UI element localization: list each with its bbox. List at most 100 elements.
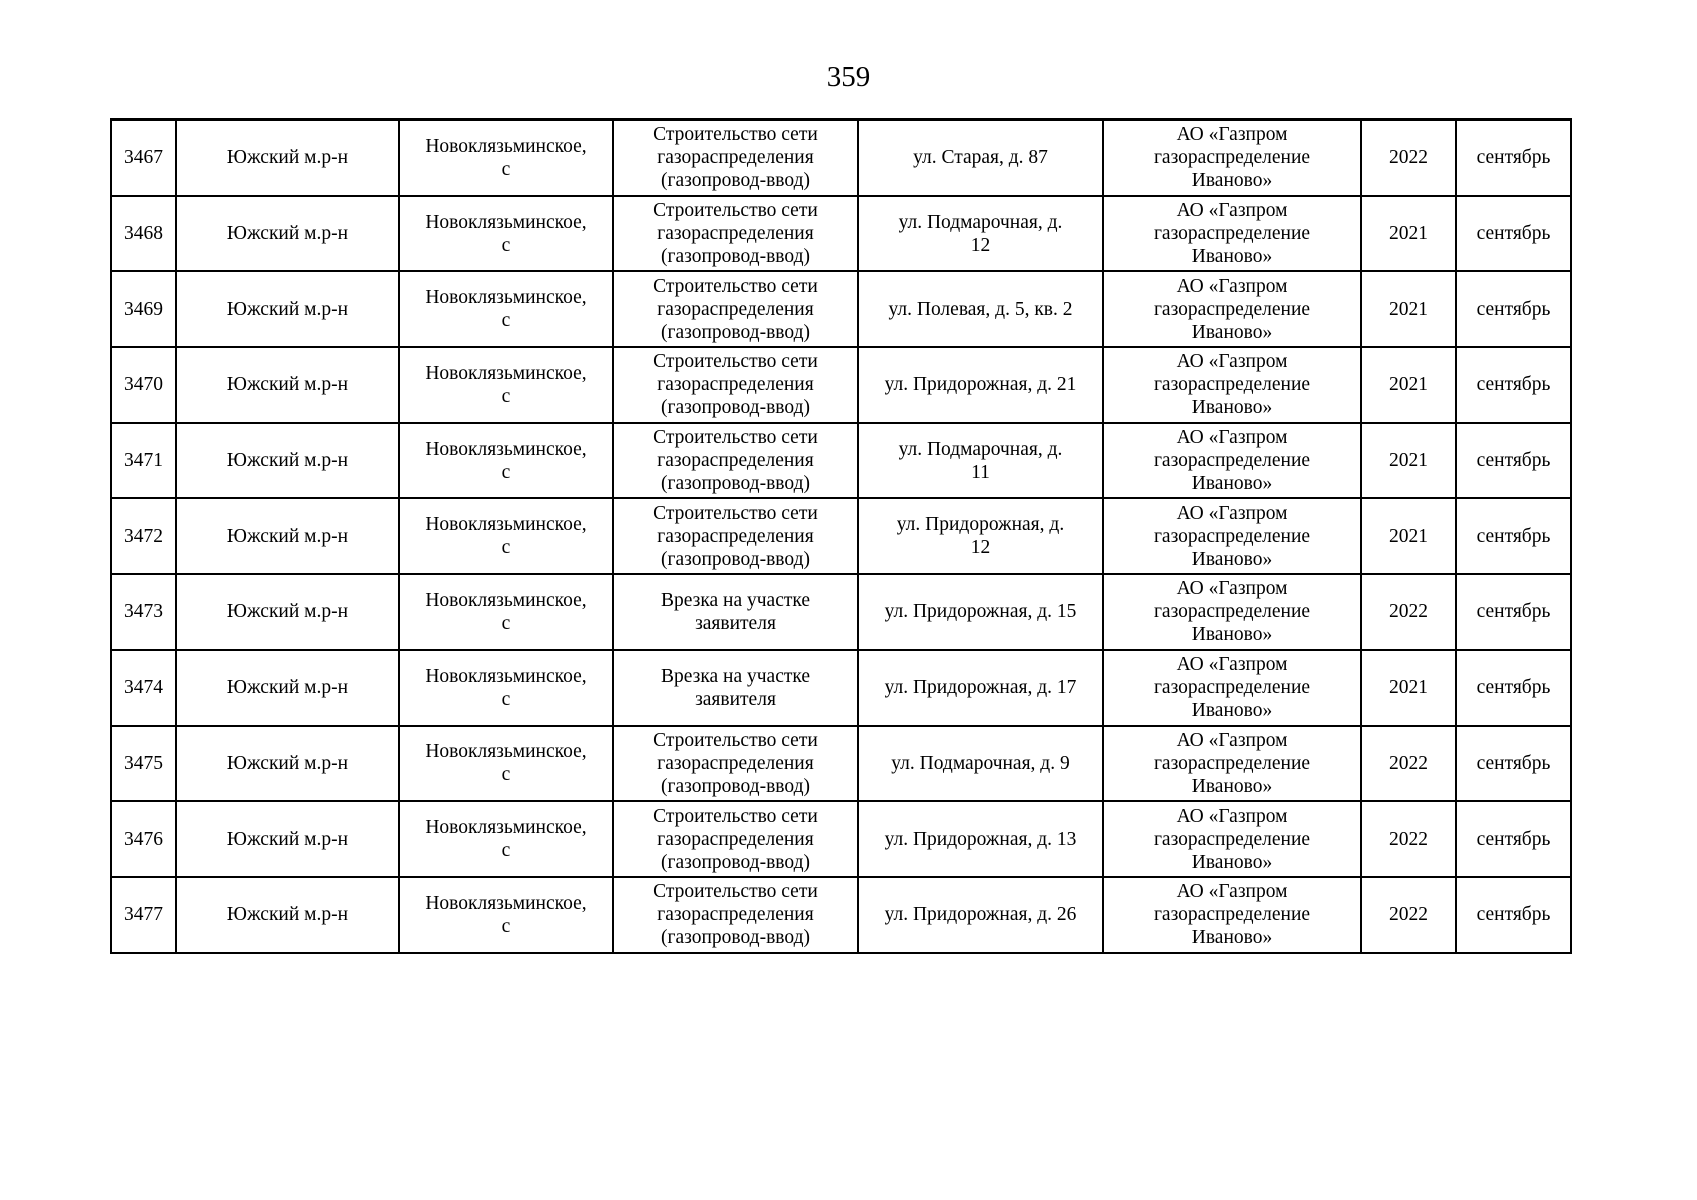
table-row: 3473 Южский м.р-н Новоклязьминское, с Вр… — [110, 573, 1572, 651]
cell-district: Южский м.р-н — [175, 118, 400, 197]
cell-work-type: Строительство сети газораспределения (га… — [612, 497, 859, 576]
cell-district: Южский м.р-н — [175, 270, 400, 349]
cell-number: 3476 — [110, 800, 177, 878]
cell-year: 2022 — [1360, 800, 1457, 878]
cell-work-type: Строительство сети газораспределения (га… — [612, 118, 859, 197]
cell-organization: АО «Газпром газораспределение Иваново» — [1102, 573, 1362, 651]
cell-work-type: Строительство сети газораспределения (га… — [612, 270, 859, 349]
page-number: 359 — [826, 61, 871, 93]
cell-work-type: Строительство сети газораспределения (га… — [612, 724, 859, 803]
cell-organization: АО «Газпром газораспределение Иваново» — [1102, 724, 1362, 803]
cell-month: сентябрь — [1455, 497, 1572, 576]
cell-month: сентябрь — [1455, 421, 1572, 500]
cell-work-type: Строительство сети газораспределения (га… — [612, 421, 859, 500]
cell-organization: АО «Газпром газораспределение Иваново» — [1102, 194, 1362, 273]
cell-year: 2022 — [1360, 724, 1457, 803]
cell-district: Южский м.р-н — [175, 648, 400, 727]
cell-settlement: Новоклязьминское, с — [398, 800, 614, 878]
cell-work-type: Врезка на участке заявителя — [612, 648, 859, 727]
cell-number: 3471 — [110, 421, 177, 500]
cell-month: сентябрь — [1455, 118, 1572, 197]
cell-number: 3468 — [110, 194, 177, 273]
cell-year: 2021 — [1360, 421, 1457, 500]
cell-address: ул. Придорожная, д. 21 — [857, 346, 1104, 424]
table-row: 3471 Южский м.р-н Новоклязьминское, с Ст… — [110, 421, 1572, 500]
cell-month: сентябрь — [1455, 875, 1572, 954]
cell-address: ул. Полевая, д. 5, кв. 2 — [857, 270, 1104, 349]
cell-organization: АО «Газпром газораспределение Иваново» — [1102, 346, 1362, 424]
cell-organization: АО «Газпром газораспределение Иваново» — [1102, 270, 1362, 349]
cell-address: ул. Придорожная, д. 17 — [857, 648, 1104, 727]
cell-year: 2022 — [1360, 573, 1457, 651]
cell-month: сентябрь — [1455, 648, 1572, 727]
cell-number: 3469 — [110, 270, 177, 349]
table-row: 3475 Южский м.р-н Новоклязьминское, с Ст… — [110, 724, 1572, 803]
cell-organization: АО «Газпром газораспределение Иваново» — [1102, 421, 1362, 500]
cell-organization: АО «Газпром газораспределение Иваново» — [1102, 497, 1362, 576]
cell-work-type: Строительство сети газораспределения (га… — [612, 194, 859, 273]
table-row: 3472 Южский м.р-н Новоклязьминское, с Ст… — [110, 497, 1572, 576]
cell-district: Южский м.р-н — [175, 421, 400, 500]
cell-work-type: Строительство сети газораспределения (га… — [612, 875, 859, 954]
cell-number: 3477 — [110, 875, 177, 954]
cell-settlement: Новоклязьминское, с — [398, 648, 614, 727]
gasification-schedule-table: 3467 Южский м.р-н Новоклязьминское, с Ст… — [110, 118, 1572, 954]
cell-work-type: Врезка на участке заявителя — [612, 573, 859, 651]
cell-organization: АО «Газпром газораспределение Иваново» — [1102, 800, 1362, 878]
cell-district: Южский м.р-н — [175, 875, 400, 954]
table-row: 3477 Южский м.р-н Новоклязьминское, с Ст… — [110, 875, 1572, 954]
cell-address: ул. Придорожная, д. 13 — [857, 800, 1104, 878]
cell-number: 3475 — [110, 724, 177, 803]
cell-settlement: Новоклязьминское, с — [398, 346, 614, 424]
cell-settlement: Новоклязьминское, с — [398, 875, 614, 954]
table-row: 3467 Южский м.р-н Новоклязьминское, с Ст… — [110, 118, 1572, 197]
cell-district: Южский м.р-н — [175, 194, 400, 273]
cell-month: сентябрь — [1455, 724, 1572, 803]
cell-address: ул. Подмарочная, д. 12 — [857, 194, 1104, 273]
cell-year: 2021 — [1360, 346, 1457, 424]
cell-number: 3472 — [110, 497, 177, 576]
cell-number: 3473 — [110, 573, 177, 651]
table-body: 3467 Южский м.р-н Новоклязьминское, с Ст… — [110, 118, 1572, 954]
cell-year: 2022 — [1360, 118, 1457, 197]
cell-settlement: Новоклязьминское, с — [398, 194, 614, 273]
cell-district: Южский м.р-н — [175, 573, 400, 651]
cell-number: 3470 — [110, 346, 177, 424]
cell-organization: АО «Газпром газораспределение Иваново» — [1102, 875, 1362, 954]
cell-month: сентябрь — [1455, 346, 1572, 424]
cell-address: ул. Подмарочная, д. 9 — [857, 724, 1104, 803]
cell-organization: АО «Газпром газораспределение Иваново» — [1102, 118, 1362, 197]
cell-work-type: Строительство сети газораспределения (га… — [612, 346, 859, 424]
cell-work-type: Строительство сети газораспределения (га… — [612, 800, 859, 878]
cell-month: сентябрь — [1455, 194, 1572, 273]
cell-settlement: Новоклязьминское, с — [398, 421, 614, 500]
table-row: 3468 Южский м.р-н Новоклязьминское, с Ст… — [110, 194, 1572, 273]
cell-month: сентябрь — [1455, 573, 1572, 651]
cell-year: 2021 — [1360, 194, 1457, 273]
cell-year: 2021 — [1360, 648, 1457, 727]
cell-address: ул. Старая, д. 87 — [857, 118, 1104, 197]
cell-settlement: Новоклязьминское, с — [398, 270, 614, 349]
cell-settlement: Новоклязьминское, с — [398, 497, 614, 576]
cell-month: сентябрь — [1455, 800, 1572, 878]
table-row: 3469 Южский м.р-н Новоклязьминское, с Ст… — [110, 270, 1572, 349]
cell-number: 3467 — [110, 118, 177, 197]
cell-district: Южский м.р-н — [175, 800, 400, 878]
cell-district: Южский м.р-н — [175, 346, 400, 424]
cell-address: ул. Подмарочная, д. 11 — [857, 421, 1104, 500]
cell-settlement: Новоклязьминское, с — [398, 573, 614, 651]
cell-settlement: Новоклязьминское, с — [398, 118, 614, 197]
table-row: 3476 Южский м.р-н Новоклязьминское, с Ст… — [110, 800, 1572, 878]
cell-year: 2021 — [1360, 270, 1457, 349]
cell-month: сентябрь — [1455, 270, 1572, 349]
cell-district: Южский м.р-н — [175, 497, 400, 576]
table-row: 3470 Южский м.р-н Новоклязьминское, с Ст… — [110, 346, 1572, 424]
table-row: 3474 Южский м.р-н Новоклязьминское, с Вр… — [110, 648, 1572, 727]
cell-number: 3474 — [110, 648, 177, 727]
cell-year: 2021 — [1360, 497, 1457, 576]
cell-address: ул. Придорожная, д. 12 — [857, 497, 1104, 576]
cell-settlement: Новоклязьминское, с — [398, 724, 614, 803]
cell-district: Южский м.р-н — [175, 724, 400, 803]
cell-year: 2022 — [1360, 875, 1457, 954]
